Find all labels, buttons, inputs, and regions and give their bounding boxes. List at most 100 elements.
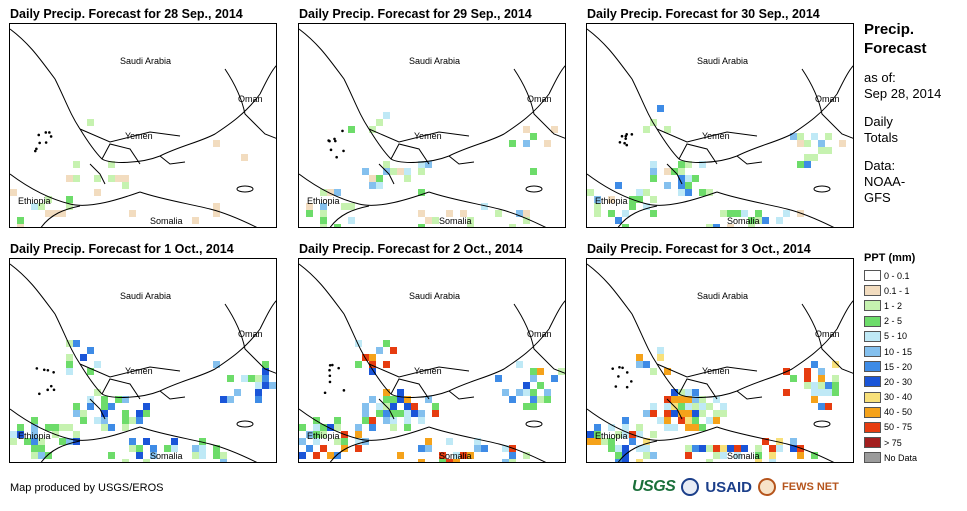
usgs-logo: USGS: [632, 478, 676, 495]
precip-cell: [678, 403, 685, 410]
precip-cell: [369, 175, 376, 182]
precip-cell: [418, 410, 425, 417]
island-dot: [49, 384, 53, 388]
precip-cell: [650, 403, 657, 410]
legend-label: 50 - 75: [884, 422, 913, 433]
border-line: [139, 191, 258, 227]
precip-cell: [199, 445, 206, 452]
island-dot: [33, 149, 37, 153]
legend-label: > 75: [884, 437, 902, 448]
border-line: [736, 390, 763, 400]
precip-cell: [516, 389, 523, 396]
precip-cell: [334, 438, 341, 445]
precip-cell: [678, 410, 685, 417]
precip-grid: [10, 119, 248, 227]
precip-cell: [734, 445, 741, 452]
precip-cell: [671, 410, 678, 417]
precip-cell: [17, 217, 24, 224]
precip-cell: [523, 382, 530, 389]
precip-cell: [629, 203, 636, 210]
precip-cell: [544, 389, 551, 396]
precip-cell: [453, 459, 460, 462]
country-label-somalia: Somalia: [150, 451, 183, 461]
precip-cell: [299, 424, 306, 431]
precip-cell: [276, 375, 277, 382]
island-dot: [624, 137, 628, 140]
precip-cell: [467, 217, 474, 224]
precip-cell: [516, 210, 523, 217]
country-label-yemen: Yemen: [125, 366, 153, 376]
precip-cell: [73, 431, 80, 438]
border-line: [656, 128, 758, 143]
border-line: [224, 303, 276, 374]
precip-cell: [818, 403, 825, 410]
precip-cell: [523, 210, 530, 217]
precip-cell: [108, 161, 115, 168]
precip-cell: [17, 424, 24, 431]
precip-cell: [213, 445, 220, 452]
precip-cell: [685, 161, 692, 168]
country-label-somalia: Somalia: [439, 451, 472, 461]
border-line: [716, 191, 835, 227]
borders: [299, 28, 565, 227]
precip-cell: [523, 126, 530, 133]
precip-cell: [839, 140, 846, 147]
precip-map: Saudi Arabia Oman Yemen Ethiopia Somalia: [10, 263, 277, 462]
precip-cell: [115, 175, 122, 182]
precip-cell: [150, 452, 157, 459]
precip-cell: [136, 452, 143, 459]
border-line: [329, 205, 370, 227]
precip-cell: [59, 438, 66, 445]
precip-cell: [262, 382, 269, 389]
border-line: [587, 408, 718, 441]
precip-cell: [80, 410, 87, 417]
precip-cell: [523, 452, 530, 459]
precip-cell: [783, 210, 790, 217]
border-line: [666, 163, 683, 185]
precip-cell: [390, 168, 397, 175]
border-line: [666, 398, 683, 420]
map-panel: Saudi Arabia Oman Yemen Ethiopia Somalia: [298, 23, 566, 228]
precip-cell: [276, 389, 277, 396]
country-label-saudi: Saudi Arabia: [697, 291, 748, 301]
border-line: [299, 408, 430, 441]
precip-cell: [776, 438, 783, 445]
socotra-island: [236, 185, 254, 193]
precip-cell: [783, 389, 790, 396]
precip-cell: [171, 438, 178, 445]
island-dot: [617, 375, 620, 378]
precip-cell: [699, 161, 706, 168]
border-line: [378, 398, 395, 420]
precip-cell: [776, 217, 783, 224]
precip-cell: [811, 452, 818, 459]
precip-cell: [143, 403, 150, 410]
legend-swatch: [864, 361, 881, 373]
precip-cell: [636, 459, 643, 462]
island-dot: [48, 131, 51, 134]
precip-cell: [495, 375, 502, 382]
precip-cell: [213, 203, 220, 210]
precip-cell: [769, 459, 776, 462]
legend-label: 0.1 - 1: [884, 285, 910, 296]
precip-cell: [502, 389, 509, 396]
country-label-oman: Oman: [815, 329, 840, 339]
border-line: [10, 173, 141, 206]
precip-cell: [369, 354, 376, 361]
legend-swatch: [864, 300, 881, 312]
precip-cell: [678, 182, 685, 189]
border-line: [390, 378, 430, 400]
precip-cell: [804, 140, 811, 147]
precip-cell: [523, 403, 530, 410]
precip-cell: [383, 112, 390, 119]
precip-map: Saudi Arabia Oman Yemen Ethiopia Somalia: [299, 263, 565, 462]
precip-cell: [509, 452, 516, 459]
precip-cell: [804, 382, 811, 389]
border-line: [513, 68, 565, 139]
island-dot: [323, 391, 327, 395]
precip-cell: [376, 347, 383, 354]
precip-cell: [369, 361, 376, 368]
precip-cell: [327, 189, 334, 196]
precip-cell: [629, 438, 636, 445]
precip-cell: [213, 452, 220, 459]
island-dot: [42, 368, 46, 372]
